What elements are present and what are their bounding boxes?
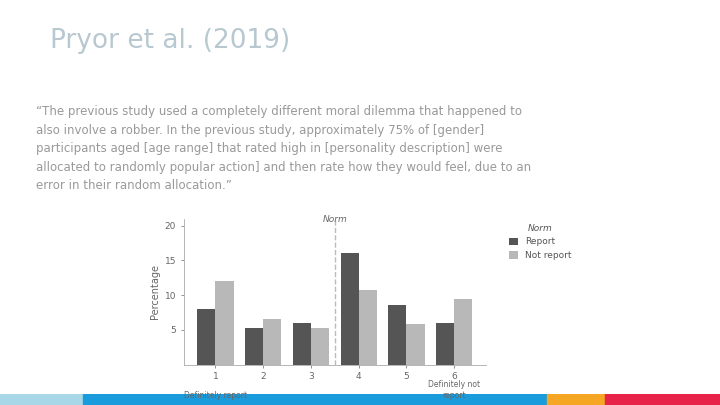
Bar — [406, 324, 425, 364]
Bar — [547, 394, 605, 405]
Bar — [450, 394, 547, 405]
Bar — [341, 254, 359, 364]
Bar — [388, 305, 406, 364]
Bar — [264, 320, 282, 364]
Bar — [454, 298, 472, 364]
Bar — [215, 281, 233, 364]
Bar — [0, 394, 83, 405]
Text: “The previous study used a completely different moral dilemma that happened to
a: “The previous study used a completely di… — [36, 105, 531, 192]
Text: Definitely not
report: Definitely not report — [428, 380, 480, 400]
Text: Definitely report: Definitely report — [184, 391, 247, 400]
Bar — [197, 309, 215, 364]
Y-axis label: Percentage: Percentage — [150, 264, 161, 319]
Bar — [436, 323, 454, 364]
Bar — [293, 323, 311, 364]
Bar — [605, 394, 720, 405]
Bar — [83, 394, 450, 405]
Bar — [359, 290, 377, 364]
Text: Pryor et al. (2019): Pryor et al. (2019) — [50, 28, 291, 54]
Bar — [245, 328, 264, 364]
Text: Norm: Norm — [323, 215, 347, 224]
Bar — [311, 328, 329, 364]
Legend: Report, Not report: Report, Not report — [505, 220, 575, 264]
